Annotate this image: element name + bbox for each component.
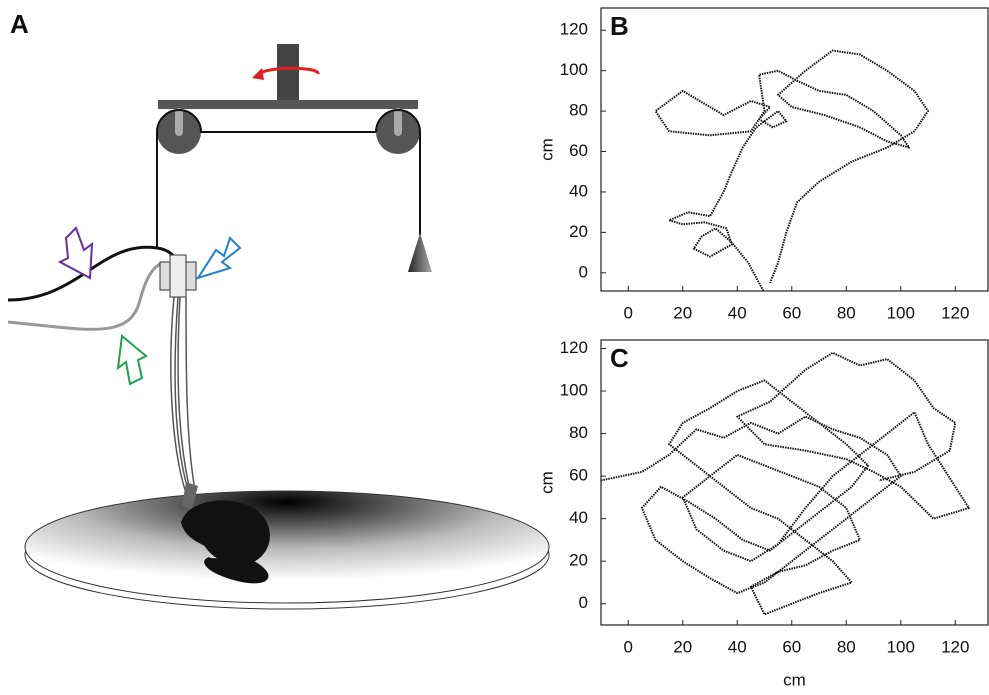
x-tick-label: 20 bbox=[673, 303, 692, 322]
wires bbox=[170, 296, 196, 491]
pulley-axle bbox=[175, 108, 183, 136]
plot-frame bbox=[600, 7, 989, 292]
x-tick-label: 20 bbox=[673, 637, 692, 656]
commutator bbox=[169, 254, 187, 298]
platform bbox=[24, 490, 550, 604]
cable bbox=[156, 109, 421, 133]
x-axis-label: cm bbox=[783, 670, 806, 689]
plot: 0 20 40 60 80 100 120 0 20 40 60 80 100 120 Ccm cm bbox=[537, 338, 989, 689]
plot-frame bbox=[600, 339, 989, 626]
x-tick-label: 60 bbox=[782, 637, 801, 656]
y-tick-label: 0 bbox=[579, 262, 588, 281]
x-tick-label: 120 bbox=[941, 637, 969, 656]
y-tick-label: 60 bbox=[569, 466, 588, 485]
x-tick-label: 80 bbox=[837, 637, 856, 656]
rotation-arrowhead bbox=[252, 68, 264, 80]
y-tick-label: 20 bbox=[569, 551, 588, 570]
x-tick-label: 100 bbox=[887, 637, 915, 656]
beam bbox=[158, 100, 418, 109]
arrow-green bbox=[116, 334, 148, 386]
x-tick-label: 60 bbox=[782, 303, 801, 322]
x-tick-label: 40 bbox=[728, 303, 747, 322]
x-tick-label: 40 bbox=[728, 637, 747, 656]
panel-label: B bbox=[610, 11, 629, 41]
y-tick-label: 40 bbox=[569, 181, 588, 200]
trajectory bbox=[654, 49, 929, 291]
x-tick-label: 120 bbox=[941, 303, 969, 322]
counterweight bbox=[408, 233, 432, 272]
tether bbox=[7, 245, 180, 302]
x-tick-label: 0 bbox=[624, 303, 633, 322]
y-tick-label: 20 bbox=[569, 222, 588, 241]
y-tick-label: 100 bbox=[560, 60, 588, 79]
plot-area bbox=[601, 351, 970, 616]
x-tick-label: 0 bbox=[624, 637, 633, 656]
y-axis-label: cm bbox=[537, 471, 556, 494]
y-tick-label: 100 bbox=[560, 381, 588, 400]
headstage bbox=[182, 482, 198, 510]
arrow-blue bbox=[195, 236, 242, 280]
y-tick-label: 120 bbox=[560, 20, 588, 39]
rotor bbox=[277, 44, 299, 102]
x-tick-label: 80 bbox=[837, 303, 856, 322]
pulley-axle bbox=[394, 108, 402, 136]
y-axis-label: cm bbox=[537, 138, 556, 161]
y-tick-label: 80 bbox=[569, 423, 588, 442]
y-tick-label: 120 bbox=[560, 338, 588, 357]
y-tick-label: 60 bbox=[569, 141, 588, 160]
mouse bbox=[180, 500, 270, 584]
panel-label: A bbox=[10, 9, 29, 39]
plot: 0 20 40 60 80 100 120 0 20 40 60 80 100 120 Bcm bbox=[537, 7, 989, 322]
x-tick-label: 100 bbox=[887, 303, 915, 322]
arrow-purple bbox=[57, 226, 94, 280]
panel-label: C bbox=[610, 343, 629, 373]
y-tick-label: 40 bbox=[569, 508, 588, 527]
trajectory bbox=[601, 351, 970, 616]
panel-a-diagram: A bbox=[7, 9, 550, 610]
plot-area bbox=[654, 49, 929, 291]
y-tick-label: 80 bbox=[569, 101, 588, 120]
y-tick-label: 0 bbox=[579, 593, 588, 612]
